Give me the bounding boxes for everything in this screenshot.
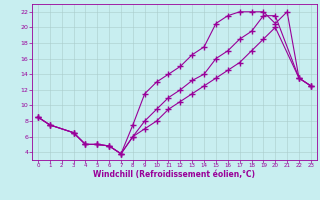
X-axis label: Windchill (Refroidissement éolien,°C): Windchill (Refroidissement éolien,°C)	[93, 170, 255, 179]
